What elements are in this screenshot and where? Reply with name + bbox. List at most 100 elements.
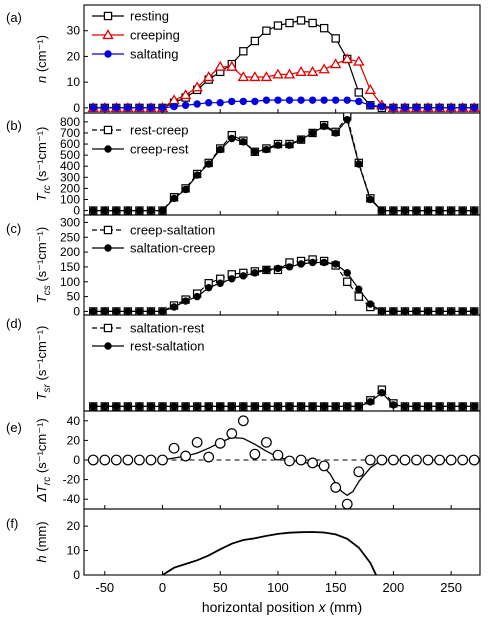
panel-a-saltating-point — [435, 104, 444, 112]
panel-d-rest-saltation-point — [401, 402, 409, 411]
panel-c-creep-saltation-point — [343, 277, 352, 286]
panel-d-rest-saltation-point — [435, 402, 444, 411]
panel-b-ylabel: Trc (s⁻¹cm⁻¹) — [34, 127, 53, 202]
panel-a-saltating-point — [89, 104, 97, 112]
panel-c-saltation-creep-point — [228, 275, 236, 283]
panel-d-rest-saltation-point — [320, 402, 328, 411]
panel-a-creeping-point — [295, 65, 307, 76]
panel-f-ylabel: h (mm) — [34, 521, 49, 562]
panel-e-series-0-point — [237, 415, 249, 427]
panel-c-saltation-creep-point — [401, 307, 409, 315]
panel-a-saltating-point — [262, 96, 271, 104]
panel-c-saltation-creep-point — [170, 303, 178, 311]
panel-b-creep-rest-point — [366, 195, 375, 204]
panel-c-saltation-creep-point — [193, 292, 201, 301]
panel-e-series-0-point — [341, 498, 353, 509]
panel-a-creeping-point — [364, 83, 377, 94]
panel-a-resting-point — [319, 23, 329, 33]
panel-a-saltating-point — [401, 104, 409, 112]
panel-d-rest-saltation-point — [343, 402, 351, 411]
legend-d-marker — [104, 342, 112, 350]
panel-c-ytick-label: 150 — [60, 260, 80, 274]
panel-b-creep-rest-point — [297, 135, 305, 144]
panel-d-rest-saltation-point — [216, 402, 224, 411]
panel-b-creep-rest-point — [355, 160, 363, 168]
legend-a-marker — [104, 50, 112, 58]
panel-c-saltation-creep-point — [251, 269, 259, 277]
panel-a-creeping-point — [202, 71, 215, 82]
panel-b-creep-rest-point — [285, 141, 294, 149]
panel-d-rest-saltation-point — [378, 389, 386, 397]
panel-a-saltating-point — [389, 104, 398, 112]
panel-a-saltating-point — [343, 96, 351, 104]
legend-a-label: creeping — [130, 28, 180, 43]
panel-b-creep-rest-point — [101, 206, 109, 215]
panel-e-plot-area — [87, 415, 480, 509]
panel-c-ytick-label: 0 — [73, 304, 80, 318]
panel-b-creep-rest-point — [204, 160, 213, 168]
panel-b-ytick-label: 800 — [60, 115, 80, 129]
panel-e-series-0-point — [99, 454, 111, 466]
panel-f-ytick-label: 10 — [67, 544, 81, 558]
legend-b-label: rest-creep — [130, 123, 189, 138]
panel-e-series-0-point — [180, 450, 191, 462]
panel-e-ytick-label: -40 — [63, 492, 81, 506]
panel-a-resting-point — [285, 18, 294, 28]
panel-c-saltation-creep-point — [378, 307, 386, 315]
panel-c-saltation-creep-point — [239, 272, 248, 280]
panel-d-rest-saltation-point — [389, 401, 398, 409]
panel-a-creeping-point — [260, 71, 273, 82]
legend-b-marker — [104, 145, 112, 153]
panel-e-series-0-point — [203, 451, 215, 463]
panel-a-creeping-point — [329, 58, 342, 69]
panel-c-saltation-creep-point — [297, 260, 305, 268]
panel-a-creeping-point — [283, 68, 296, 79]
panel-a-creeping-point — [306, 65, 319, 76]
panel-a-resting-point — [262, 26, 271, 35]
legend-d-marker — [103, 323, 113, 333]
panel-b-ytick-label: 0 — [73, 204, 80, 218]
panel-b-creep-rest-point — [89, 206, 97, 215]
legend-b-label: creep-rest — [130, 142, 189, 157]
panel-a-ytick-label: 20 — [67, 49, 81, 63]
panel-c-ytick-label: 50 — [67, 290, 81, 304]
panel-c-creep-saltation-line — [93, 258, 475, 312]
panel-e-series-0-point — [214, 437, 226, 449]
panel-c-saltation-creep-point — [366, 300, 375, 308]
panel-b-creep-rest-point — [135, 206, 144, 215]
panel-c-label: (c) — [6, 221, 21, 236]
panel-a-saltating-point — [228, 97, 236, 106]
panel-f-plot-area — [162, 531, 377, 575]
panel-e-series-0-point — [388, 454, 399, 466]
panel-a-creeping-point — [237, 71, 250, 82]
panel-a-creeping-point — [226, 60, 238, 71]
panel-c-saltation-creep-point — [274, 264, 282, 273]
panel-d-rest-saltation-point — [101, 402, 109, 411]
panel-a-creeping-point — [318, 63, 330, 74]
panel-a-saltating-point — [147, 104, 155, 112]
panel-c-saltation-creep-point — [447, 307, 455, 315]
panel-f-label: (f) — [6, 516, 18, 531]
panel-d-rest-saltation-point — [470, 402, 478, 411]
panel-c-creep-saltation-point — [354, 292, 363, 301]
panel-b-creep-rest-point — [239, 138, 248, 146]
panel-f-frame — [83, 508, 481, 576]
panel-a-saltating-point — [216, 99, 224, 107]
panel-b-creep-rest-point — [112, 206, 121, 215]
panel-e-ytick-label: 40 — [67, 414, 81, 428]
panel-f-ytick-label: 0 — [73, 568, 80, 582]
panel-d-rest-saltation-point — [285, 402, 294, 411]
panel-b-creep-rest-point — [458, 206, 467, 215]
panel-c-saltation-creep-point — [135, 307, 144, 315]
panel-c-saltation-creep-line — [93, 261, 475, 312]
panel-c-saltation-creep-point — [124, 307, 132, 315]
panel-c-ytick-label: 250 — [60, 230, 80, 244]
panel-b-creep-rest-point — [378, 206, 386, 215]
panel-d-rest-saltation-point — [297, 402, 305, 411]
panel-e-label: (e) — [6, 420, 22, 435]
panel-d-rest-saltation-point — [458, 402, 467, 411]
panel-e-series-0-point — [272, 449, 284, 461]
xtick-label: 50 — [213, 580, 227, 595]
panel-a-creeping-point — [353, 55, 365, 66]
legend-c-label: saltation-creep — [130, 241, 215, 256]
